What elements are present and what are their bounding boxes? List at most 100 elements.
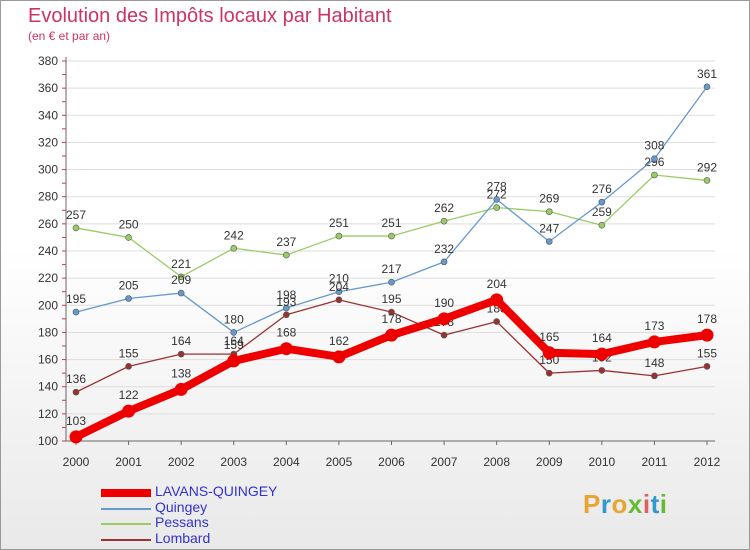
data-label: 250 [119, 217, 139, 231]
data-point [125, 363, 132, 370]
data-label: 251 [329, 216, 349, 230]
data-label: 269 [539, 192, 559, 206]
data-point [542, 346, 556, 360]
y-tick-label: 240 [38, 244, 58, 258]
y-tick-label: 280 [38, 190, 58, 204]
data-label: 257 [66, 208, 86, 222]
x-tick-label: 2001 [115, 455, 142, 469]
data-point [279, 342, 293, 356]
data-point [388, 278, 395, 286]
data-point [69, 430, 83, 444]
data-point [440, 331, 448, 339]
data-point [493, 204, 500, 211]
data-label: 155 [697, 346, 717, 360]
data-label: 180 [224, 312, 244, 326]
data-point [703, 363, 711, 370]
y-tick-label: 200 [38, 298, 58, 312]
data-point [598, 198, 606, 206]
data-point [227, 354, 241, 368]
data-point [177, 350, 185, 358]
data-point [545, 208, 553, 215]
data-label: 278 [487, 179, 507, 193]
data-label: 168 [276, 326, 296, 340]
data-label: 361 [697, 67, 717, 81]
data-point [335, 232, 343, 240]
data-point [647, 335, 661, 349]
y-tick-label: 300 [38, 163, 58, 177]
data-point [72, 388, 80, 396]
legend-label: Quingey [155, 498, 208, 515]
data-point [72, 308, 80, 316]
data-point [388, 232, 395, 240]
x-tick-label: 2008 [483, 455, 510, 469]
data-label: 122 [119, 388, 139, 402]
data-point [125, 234, 132, 241]
data-label: 195 [66, 292, 86, 306]
data-label: 242 [224, 228, 244, 242]
data-point [177, 289, 185, 297]
data-point [545, 369, 553, 377]
y-tick-label: 100 [38, 434, 58, 448]
data-label: 198 [276, 288, 296, 302]
x-tick-label: 2011 [642, 455, 668, 469]
y-tick-label: 180 [38, 325, 58, 339]
data-label: 237 [276, 235, 296, 249]
data-label: 173 [644, 319, 664, 333]
data-label: 204 [487, 277, 507, 291]
data-point [440, 217, 448, 225]
data-point [125, 295, 132, 302]
data-point [493, 196, 500, 203]
data-point [72, 224, 80, 232]
data-label: 272 [487, 188, 507, 202]
legend-swatch [101, 538, 151, 541]
x-tick-label: 2012 [694, 455, 721, 469]
logo-letter: i [642, 489, 651, 519]
data-point [490, 293, 504, 307]
data-label: 138 [171, 366, 191, 380]
proxiti-logo: Proxiti [583, 489, 667, 520]
data-point [283, 251, 290, 259]
x-tick-label: 2009 [536, 455, 563, 469]
data-label: 205 [119, 279, 139, 293]
data-point [385, 328, 398, 342]
data-point [545, 238, 553, 245]
data-label: 103 [66, 414, 86, 428]
data-point [230, 244, 238, 252]
y-tick-label: 120 [38, 407, 58, 421]
data-label: 217 [381, 262, 401, 276]
data-point [230, 329, 238, 336]
x-tick-label: 2004 [273, 455, 300, 469]
data-point [335, 296, 343, 304]
data-label: 259 [592, 205, 612, 219]
data-label: 292 [697, 160, 717, 174]
data-label: 164 [171, 334, 191, 348]
y-tick-label: 360 [38, 81, 58, 95]
x-tick-label: 2003 [220, 455, 247, 469]
data-label: 164 [224, 334, 244, 348]
y-tick-label: 260 [38, 217, 58, 231]
data-label: 190 [434, 296, 454, 310]
data-label: 162 [329, 334, 349, 348]
data-point [388, 308, 395, 316]
logo-letter: x [627, 489, 643, 519]
data-point [598, 221, 606, 229]
x-tick-label: 2007 [431, 455, 458, 469]
y-tick-label: 220 [38, 271, 58, 285]
data-point [283, 311, 290, 319]
data-label: 262 [434, 201, 454, 215]
logo-letter: r [600, 489, 612, 519]
legend-label: Lombard [155, 529, 211, 546]
legend-label: Pessans [155, 514, 209, 530]
data-label: 159 [224, 338, 244, 352]
data-label: 136 [66, 372, 86, 386]
y-tick-label: 380 [38, 54, 58, 68]
data-point [122, 404, 136, 418]
x-tick-label: 2005 [326, 455, 353, 469]
data-label: 165 [539, 330, 559, 344]
data-point [493, 318, 500, 325]
data-label: 251 [381, 216, 401, 230]
data-label: 210 [329, 272, 349, 286]
logo-letter: P [583, 489, 601, 519]
legend-label: LAVANS-QUINGEY [155, 483, 278, 499]
